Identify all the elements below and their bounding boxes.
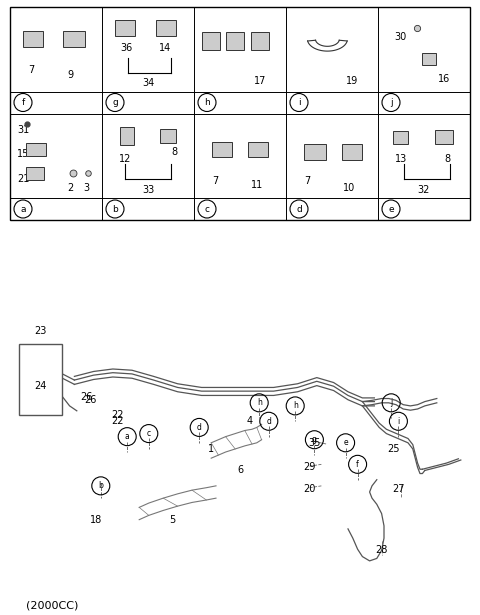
Text: h: h — [293, 402, 298, 410]
Text: i: i — [397, 417, 399, 426]
Bar — [435, 130, 453, 144]
Text: 24: 24 — [35, 381, 47, 391]
Bar — [342, 143, 362, 159]
Text: 27: 27 — [392, 484, 405, 494]
Text: 18: 18 — [90, 515, 102, 525]
Bar — [120, 127, 134, 145]
Text: 14: 14 — [159, 42, 171, 52]
Text: b: b — [112, 205, 118, 213]
Text: 33: 33 — [142, 184, 154, 194]
Text: 25: 25 — [387, 444, 400, 454]
Bar — [26, 143, 46, 156]
Text: 31: 31 — [17, 125, 30, 135]
Text: 15: 15 — [17, 149, 30, 159]
Bar — [23, 31, 43, 47]
Text: e: e — [343, 438, 348, 447]
Bar — [115, 20, 135, 36]
Text: f: f — [356, 460, 359, 469]
Bar — [26, 167, 44, 180]
Text: 34: 34 — [142, 78, 154, 88]
Text: a: a — [20, 205, 26, 213]
Text: 10: 10 — [343, 183, 355, 193]
Text: 22: 22 — [111, 410, 124, 420]
Text: i: i — [298, 98, 300, 107]
Bar — [62, 31, 84, 47]
Text: 2: 2 — [67, 183, 73, 193]
Text: 35: 35 — [308, 438, 321, 448]
Text: 7: 7 — [28, 65, 35, 76]
Text: 8: 8 — [444, 154, 450, 164]
Bar — [156, 20, 176, 36]
Text: 26: 26 — [84, 395, 96, 405]
Bar — [304, 143, 325, 159]
Text: 8: 8 — [171, 146, 177, 157]
Text: 3: 3 — [84, 183, 90, 193]
Text: d: d — [296, 205, 302, 213]
Text: 7: 7 — [212, 176, 219, 186]
Text: 12: 12 — [119, 154, 131, 164]
Bar — [19, 344, 62, 415]
Text: f: f — [22, 98, 24, 107]
Text: 28: 28 — [375, 546, 388, 555]
Bar — [227, 32, 244, 50]
Text: 11: 11 — [251, 180, 264, 190]
Text: 26: 26 — [80, 392, 93, 402]
Text: d: d — [197, 423, 202, 432]
Text: h: h — [257, 399, 262, 407]
Text: 7: 7 — [304, 176, 311, 186]
Bar — [202, 32, 219, 50]
Text: 16: 16 — [438, 74, 450, 84]
Text: (2000CC): (2000CC) — [26, 601, 79, 611]
Text: 30: 30 — [395, 31, 407, 42]
Text: 21: 21 — [17, 175, 30, 184]
Text: 19: 19 — [346, 76, 358, 86]
Bar — [251, 32, 269, 50]
Text: g: g — [112, 98, 118, 107]
Text: 17: 17 — [254, 76, 266, 86]
Text: c: c — [204, 205, 209, 213]
Text: d: d — [266, 417, 271, 426]
Text: j: j — [390, 399, 392, 407]
Text: 32: 32 — [418, 184, 430, 194]
Bar — [249, 142, 268, 157]
Bar — [10, 7, 470, 220]
Bar — [160, 129, 176, 143]
Bar — [212, 142, 231, 157]
Text: a: a — [125, 432, 130, 441]
Text: 13: 13 — [395, 154, 407, 164]
Bar — [393, 131, 408, 144]
Text: b: b — [98, 482, 103, 490]
Text: 6: 6 — [237, 466, 243, 475]
Text: 9: 9 — [67, 69, 73, 79]
Text: 20: 20 — [303, 484, 316, 494]
Bar — [421, 54, 436, 65]
Text: e: e — [388, 205, 394, 213]
Text: j: j — [390, 98, 392, 107]
Text: g: g — [312, 435, 317, 444]
Text: 22: 22 — [111, 416, 124, 426]
Text: 4: 4 — [247, 416, 252, 426]
Text: 23: 23 — [35, 326, 47, 336]
Text: 36: 36 — [120, 42, 132, 52]
Text: 5: 5 — [169, 515, 176, 525]
Text: 29: 29 — [303, 462, 316, 472]
Text: c: c — [147, 429, 151, 438]
Text: h: h — [204, 98, 210, 107]
Text: 1: 1 — [208, 444, 214, 454]
